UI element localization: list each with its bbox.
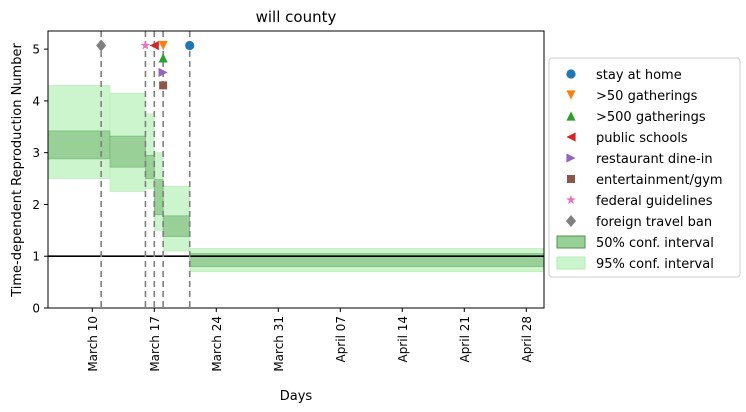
legend-marker-7 — [566, 215, 576, 227]
legend-patch-9 — [556, 256, 586, 270]
y-tick-label-0: 0 — [32, 302, 40, 316]
legend-label-0: stay at home — [596, 68, 682, 83]
event-markers-layer — [96, 39, 195, 90]
legend-label-3: public schools — [596, 131, 688, 146]
event-marker-2 — [158, 53, 168, 63]
x-axis-label: Days — [280, 389, 313, 404]
legend-label-8: 50% conf. interval — [596, 236, 714, 251]
legend-marker-2 — [566, 111, 576, 121]
legend-marker-5 — [567, 175, 575, 183]
event-marker-4 — [158, 67, 168, 78]
ci50-band-0 — [47, 130, 111, 160]
event-marker-1 — [158, 40, 168, 51]
event-lines-layer — [100, 31, 191, 308]
y-tick-label-5: 5 — [32, 43, 40, 57]
x-tick-label-6: April 21 — [458, 316, 472, 363]
x-tick-label-7: April 28 — [520, 316, 534, 363]
y-tick-label-3: 3 — [32, 146, 40, 160]
legend-marker-0 — [566, 69, 576, 79]
x-tick-label-3: March 31 — [272, 316, 286, 372]
legend-label-7: foreign travel ban — [596, 215, 712, 230]
event-marker-6 — [140, 40, 151, 50]
legend-label-9: 95% conf. interval — [596, 257, 714, 272]
x-tick-label-5: April 14 — [396, 316, 410, 363]
x-tick-label-4: April 07 — [334, 316, 348, 363]
legend-label-2: >500 gatherings — [596, 110, 706, 125]
legend-frame — [548, 57, 741, 278]
legend-items: stay at home >50 gatherings >500 gathering… — [556, 68, 723, 272]
y-tick-label-2: 2 — [32, 198, 40, 212]
y-tick-label-4: 4 — [32, 94, 40, 108]
chart-title: will county — [256, 8, 337, 26]
event-marker-7 — [96, 39, 107, 52]
legend: stay at home >50 gatherings >500 gathering… — [548, 57, 741, 278]
ci50-band-3 — [153, 179, 164, 216]
legend-marker-1 — [566, 90, 576, 100]
legend-marker-6 — [566, 195, 576, 205]
ci50-band-1 — [109, 135, 146, 168]
ci50-band-2 — [145, 154, 155, 179]
x-tick-label-0: March 10 — [86, 316, 100, 372]
legend-label-6: federal guidelines — [596, 194, 713, 209]
legend-label-5: entertainment/gym — [596, 173, 723, 188]
plot-frame — [47, 30, 545, 309]
legend-marker-3 — [566, 132, 576, 142]
x-axis: March 10 March 17 March 24 March 31 April 07… — [86, 308, 534, 372]
event-marker-0 — [185, 40, 195, 51]
legend-label-4: restaurant dine-in — [596, 152, 713, 167]
y-axis: 0 1 2 3 4 5 — [32, 43, 48, 316]
x-tick-label-1: March 17 — [148, 316, 162, 372]
ci50-band-4 — [162, 215, 191, 237]
y-tick-label-1: 1 — [32, 250, 40, 264]
event-marker-3 — [149, 40, 159, 51]
event-marker-5 — [159, 81, 168, 90]
y-axis-label: Time-dependent Reproduction Number — [10, 43, 25, 298]
x-tick-label-2: March 24 — [210, 316, 224, 372]
legend-patch-8 — [556, 235, 586, 249]
legend-marker-4 — [566, 153, 576, 163]
legend-label-1: >50 gatherings — [596, 89, 698, 104]
